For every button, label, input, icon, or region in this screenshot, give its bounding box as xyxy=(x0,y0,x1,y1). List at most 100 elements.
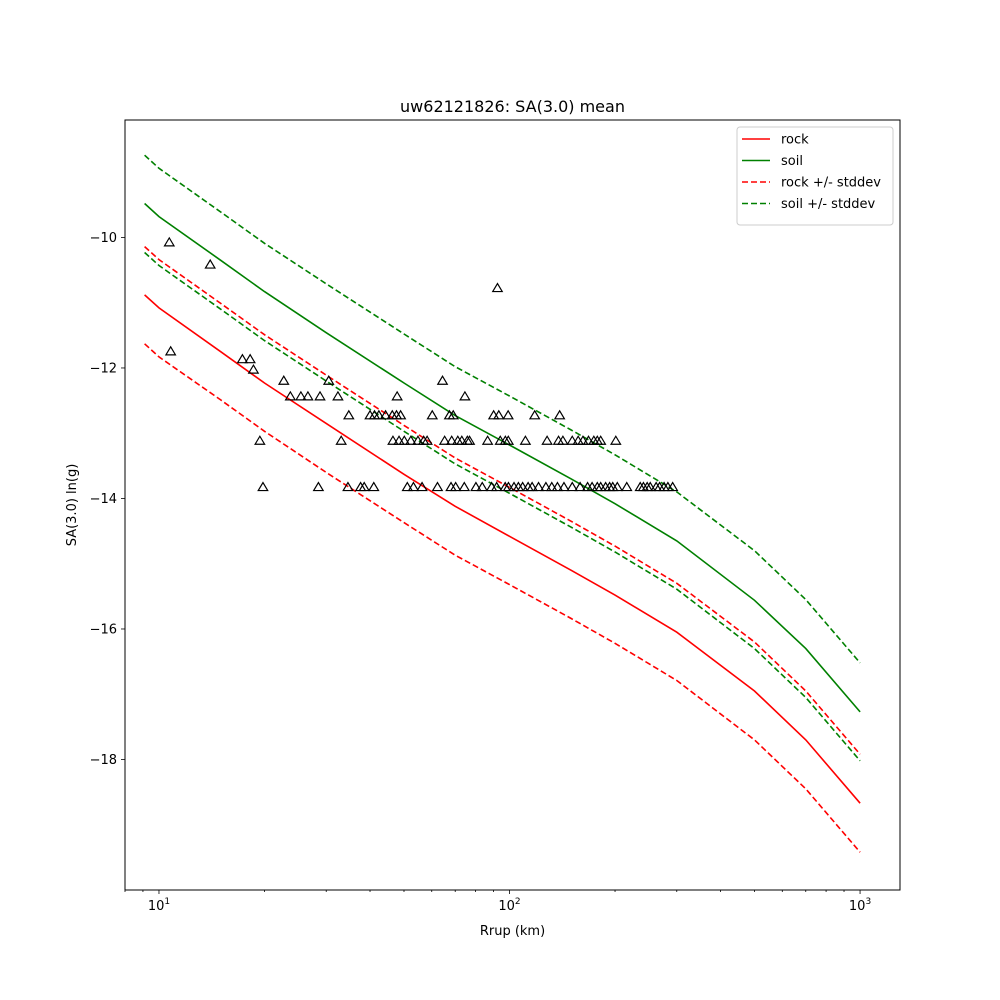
series-line-4 xyxy=(144,154,861,664)
observation-point xyxy=(445,435,458,445)
y-tick-label: −14 xyxy=(90,492,117,507)
observation-point xyxy=(398,435,411,445)
observation-point xyxy=(247,363,260,374)
legend-label: soil +/- stddev xyxy=(781,197,876,212)
observation-point xyxy=(502,409,514,420)
observation-point xyxy=(284,390,297,401)
observation-point xyxy=(407,481,420,492)
observation-point xyxy=(394,409,407,420)
observation-point xyxy=(516,481,529,492)
observation-point xyxy=(476,481,489,492)
observation-point xyxy=(492,409,505,420)
observation-point xyxy=(577,435,589,445)
observation-point xyxy=(335,435,347,445)
observation-point xyxy=(459,390,471,401)
observation-point xyxy=(343,409,355,420)
legend-label: rock +/- stddev xyxy=(781,176,881,191)
observation-point xyxy=(405,435,417,445)
observation-point xyxy=(322,375,335,385)
observation-point xyxy=(449,481,462,492)
observation-point xyxy=(551,481,564,492)
observation-point xyxy=(447,409,460,420)
observation-point xyxy=(426,409,439,420)
x-axis: 101 102 103 xyxy=(124,890,871,914)
series-line-2 xyxy=(144,246,861,755)
observation-point xyxy=(609,435,622,445)
observation-point xyxy=(379,409,392,420)
y-tick-label: −16 xyxy=(90,622,117,637)
observation-point xyxy=(553,409,566,420)
y-tick-label: −10 xyxy=(90,231,117,246)
observation-point xyxy=(456,435,468,445)
observation-point xyxy=(541,435,553,445)
series-line-0 xyxy=(144,294,861,804)
observation-point xyxy=(491,282,504,293)
observation-point xyxy=(644,481,657,492)
observation-point xyxy=(163,236,176,247)
x-axis-label: Rrup (km) xyxy=(480,924,545,939)
y-axis: −10 −12 −14 −16 −18 xyxy=(90,231,125,768)
plot-area xyxy=(144,154,861,853)
observation-point xyxy=(470,481,482,492)
series-line-1 xyxy=(144,202,861,713)
observation-point xyxy=(204,258,216,269)
legend-label: rock xyxy=(781,133,809,148)
x-tick-label: 101 xyxy=(148,897,170,914)
observation-point xyxy=(620,481,633,492)
plot-frame xyxy=(124,119,901,891)
observation-point xyxy=(244,353,256,364)
observation-point xyxy=(254,435,266,445)
observation-point xyxy=(236,353,249,364)
observation-point xyxy=(540,481,552,492)
observation-point xyxy=(436,375,449,385)
observation-point xyxy=(532,481,545,492)
observation-point xyxy=(611,481,624,492)
observation-point xyxy=(373,409,385,420)
observation-point xyxy=(438,435,451,445)
observation-point xyxy=(526,481,538,492)
observation-point xyxy=(277,375,290,385)
observation-point xyxy=(391,390,403,401)
y-tick-label: −12 xyxy=(90,361,117,376)
observation-point xyxy=(416,481,428,492)
observation-point xyxy=(431,481,444,492)
observation-point xyxy=(164,345,177,356)
observation-point xyxy=(557,435,569,445)
observation-point xyxy=(566,435,579,445)
observation-point xyxy=(412,435,424,445)
legend-label: soil xyxy=(781,154,803,169)
observation-point xyxy=(545,481,558,492)
observation-point xyxy=(342,481,354,492)
observation-point xyxy=(295,390,307,401)
observation-point xyxy=(421,435,433,445)
x-tick-label: 103 xyxy=(849,897,871,914)
observation-point xyxy=(302,390,314,401)
observation-point xyxy=(312,481,325,492)
observation-point xyxy=(594,435,607,445)
x-tick-label: 102 xyxy=(498,897,520,914)
observation-point xyxy=(257,481,269,492)
observation-point xyxy=(502,435,515,445)
y-axis-label: SA(3.0) ln(g) xyxy=(65,464,80,547)
observation-point xyxy=(528,409,541,420)
series-line-5 xyxy=(144,251,861,762)
y-tick-label: −18 xyxy=(90,753,117,768)
observation-point xyxy=(519,435,532,445)
observation-point xyxy=(490,481,503,492)
observation-point xyxy=(401,481,414,492)
observation-point xyxy=(367,481,380,492)
observation-point xyxy=(481,435,494,445)
series-line-3 xyxy=(144,343,861,853)
observation-point xyxy=(314,390,326,401)
chart-title: uw62121826: SA(3.0) mean xyxy=(400,97,625,116)
observation-point xyxy=(574,481,586,492)
observation-point xyxy=(387,435,399,445)
observation-point xyxy=(332,390,344,401)
observation-point xyxy=(558,481,570,492)
legend: rock soil rock +/- stddev soil +/- stddev xyxy=(736,126,894,226)
observation-point xyxy=(458,481,471,492)
observation-point xyxy=(463,435,476,445)
observation-point xyxy=(358,481,371,492)
observation-point xyxy=(502,481,515,492)
legend-box xyxy=(736,126,894,226)
